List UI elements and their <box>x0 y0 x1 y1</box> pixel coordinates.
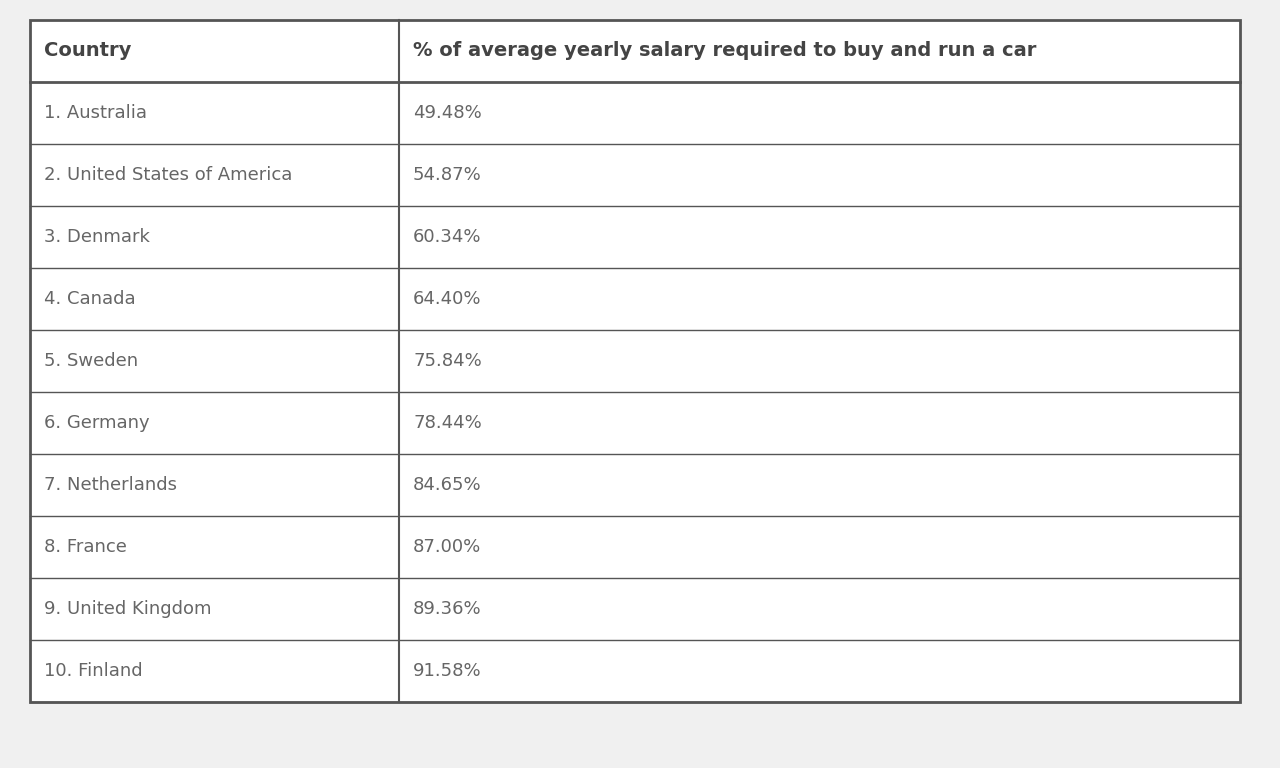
Text: 9. United Kingdom: 9. United Kingdom <box>44 600 211 618</box>
Text: 8. France: 8. France <box>44 538 127 556</box>
Text: 78.44%: 78.44% <box>413 414 481 432</box>
Bar <box>29 82 1240 144</box>
Bar <box>29 268 1240 330</box>
Text: 54.87%: 54.87% <box>413 166 481 184</box>
Text: 89.36%: 89.36% <box>413 600 481 618</box>
Text: 84.65%: 84.65% <box>413 476 481 494</box>
Text: 3. Denmark: 3. Denmark <box>44 228 150 246</box>
Bar <box>29 20 1240 702</box>
Bar <box>29 516 1240 578</box>
Text: 4. Canada: 4. Canada <box>44 290 136 308</box>
Bar <box>29 392 1240 454</box>
Text: 10. Finland: 10. Finland <box>44 662 142 680</box>
Text: 60.34%: 60.34% <box>413 228 481 246</box>
Bar <box>29 330 1240 392</box>
Bar <box>29 454 1240 516</box>
Text: 7. Netherlands: 7. Netherlands <box>44 476 177 494</box>
Text: 5. Sweden: 5. Sweden <box>44 352 138 370</box>
Bar <box>29 206 1240 268</box>
Text: 49.48%: 49.48% <box>413 104 481 122</box>
Bar <box>29 578 1240 640</box>
Text: Country: Country <box>44 41 132 61</box>
Text: 75.84%: 75.84% <box>413 352 481 370</box>
Text: 64.40%: 64.40% <box>413 290 481 308</box>
Text: 6. Germany: 6. Germany <box>44 414 150 432</box>
Bar <box>29 640 1240 702</box>
Text: 87.00%: 87.00% <box>413 538 481 556</box>
Text: 91.58%: 91.58% <box>413 662 481 680</box>
Bar <box>29 20 1240 702</box>
Text: % of average yearly salary required to buy and run a car: % of average yearly salary required to b… <box>413 41 1037 61</box>
Bar <box>29 144 1240 206</box>
Text: 2. United States of America: 2. United States of America <box>44 166 292 184</box>
Text: 1. Australia: 1. Australia <box>44 104 147 122</box>
